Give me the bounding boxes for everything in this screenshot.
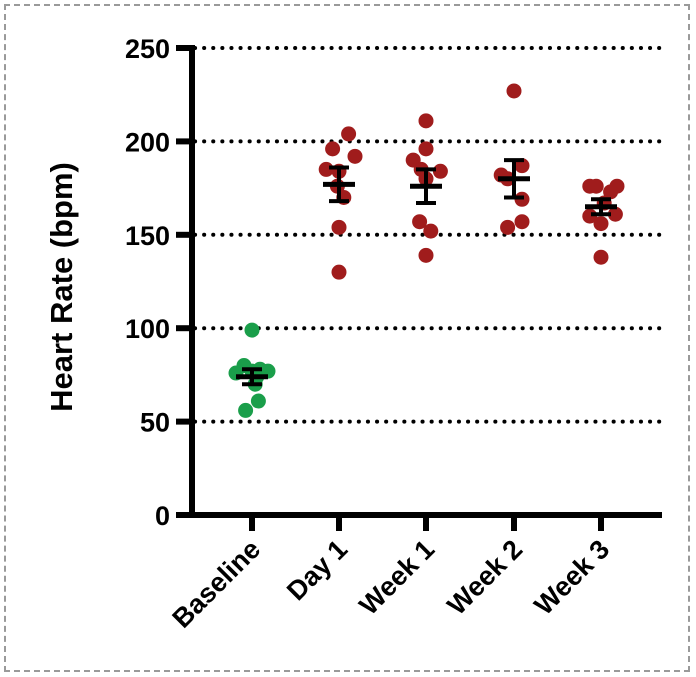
data-point [607, 206, 623, 222]
data-point [506, 83, 522, 99]
x-tick-label-2: Week 1 [354, 534, 441, 621]
x-tick-label-3: Week 2 [442, 534, 529, 621]
x-axis-ticks: Baseline Day 1 Week 1 Week 2 Week 3 [166, 515, 615, 634]
y-tick-label-0: 0 [155, 501, 170, 531]
data-point [500, 219, 516, 235]
y-axis-ticks: 0 50 100 150 200 250 [125, 34, 192, 531]
data-point [418, 141, 434, 157]
y-tick-label-250: 250 [125, 34, 170, 64]
data-point [331, 219, 347, 235]
data-point [238, 402, 254, 418]
x-tick-label-4: Week 3 [529, 534, 616, 621]
y-tick-label-50: 50 [140, 408, 170, 438]
error-bars [236, 158, 617, 387]
data-point [603, 184, 619, 200]
data-point [331, 264, 347, 280]
data-point [347, 148, 363, 164]
data-points [228, 83, 625, 418]
data-point [412, 214, 428, 230]
x-tick-label-1: Day 1 [281, 534, 353, 606]
data-point [418, 247, 434, 263]
data-point [325, 141, 341, 157]
data-point [244, 322, 260, 338]
data-point [250, 393, 266, 409]
x-tick-label-0: Baseline [166, 534, 266, 634]
data-point [593, 216, 609, 232]
y-tick-label-150: 150 [125, 221, 170, 251]
data-point [588, 178, 604, 194]
y-tick-label-100: 100 [125, 314, 170, 344]
chart-frame [4, 4, 690, 672]
data-point [418, 113, 434, 129]
data-point [423, 223, 439, 239]
y-axis-title: Heart Rate (bpm) [44, 162, 79, 412]
y-tick-label-200: 200 [125, 127, 170, 157]
data-point [432, 163, 448, 179]
data-point [593, 249, 609, 265]
data-point [514, 214, 530, 230]
data-point [341, 126, 357, 142]
